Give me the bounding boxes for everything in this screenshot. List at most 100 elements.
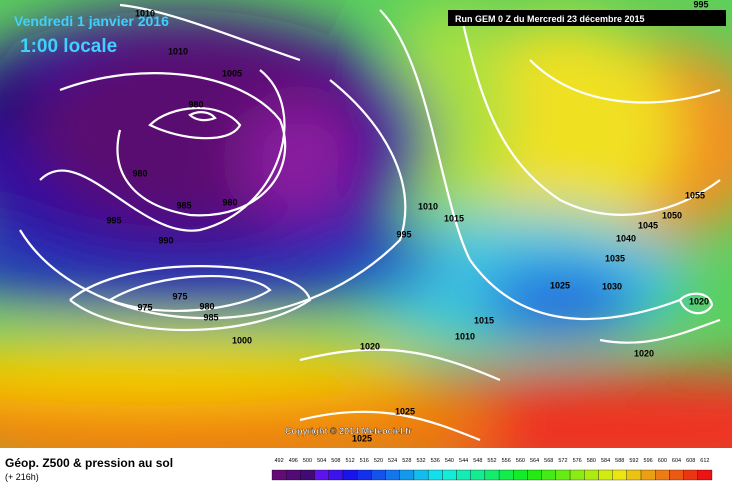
isobar-label: 1055 [685,190,705,200]
isobar-label: 995 [693,0,708,9]
scale-label: 560 [516,458,525,464]
scale-label: 548 [473,458,482,464]
scale-swatch [357,469,372,481]
scale-swatch [271,469,287,481]
scale-label: 508 [331,458,340,464]
copyright: Copyright © 2014 Meteociel.fr [285,426,412,436]
isobar-label: 1020 [634,348,654,358]
scale-swatch [484,469,500,481]
scale-label: 540 [445,458,454,464]
scale-label: 564 [530,458,539,464]
scale-label: 604 [672,458,681,464]
scale-swatch [541,469,557,481]
scale-swatch [598,469,613,481]
scale-swatch [584,469,599,481]
isobar-label: 995 [106,215,121,225]
date: Vendredi 1 janvier 2016 [14,13,169,29]
scale-label: 612 [700,458,709,464]
isobar-label: 995 [396,229,411,239]
isobar-label: 1035 [605,253,625,263]
scale-swatch [527,469,542,481]
scale-swatch [569,469,585,481]
isobar-label: 980 [188,99,203,109]
scale-label: 492 [275,458,284,464]
scale-label: 552 [487,458,496,464]
isobar-label: 985 [176,200,191,210]
scale-swatch [470,469,486,481]
scale-swatch [427,469,443,481]
isobar-label: 1025 [550,280,570,290]
isobar-label: 1015 [444,213,464,223]
scale-swatch [655,469,670,481]
scale-label: 524 [388,458,397,464]
isobar-label: 1040 [616,233,636,243]
run-box [448,10,726,26]
legend-lead: (+ 216h) [5,472,39,482]
scale-label: 556 [502,458,511,464]
isobar-label: 980 [199,301,214,311]
scale-label: 504 [317,458,326,464]
scale-swatch [640,469,656,481]
isobar-label: 1010 [135,8,155,18]
scale-swatch [697,469,713,481]
scale-swatch [555,469,571,481]
scale-swatch [626,469,642,481]
isobar-label: 1025 [352,433,372,443]
scale-swatch [342,469,358,481]
scale-swatch [385,469,400,481]
scale-label: 544 [459,458,468,464]
color-scale: 492 496 500 504 508 512 516 520 524 528 532 536 540 5… [271,458,713,481]
isobar-label: 1025 [395,406,415,416]
isobar-label: 980 [222,197,237,207]
scale-label: 516 [360,458,369,464]
scale-swatch [328,469,344,481]
isobar-label: 1005 [222,68,242,78]
scale-swatch [300,469,315,481]
scale-swatch [498,469,514,481]
isobar-label: 1010 [418,201,438,211]
scale-swatch [612,469,627,481]
scale-label: 592 [629,458,638,464]
scale-label: 536 [431,458,440,464]
scale-swatch [442,469,457,481]
scale-swatch [669,469,684,481]
scale-label: 520 [374,458,383,464]
scale-label: 568 [544,458,553,464]
isobar-label: 1045 [638,220,658,230]
isobar-label: 990 [158,235,173,245]
scale-swatch [456,469,471,481]
isobar-label: 980 [132,168,147,178]
scale-label: 532 [416,458,425,464]
isobar-label: 975 [172,291,187,301]
isobar-label: 1020 [689,296,709,306]
scale-swatch [683,469,698,481]
legend-title: Géop. Z500 & pression au sol [5,456,173,470]
isobar-label: 1020 [360,341,380,351]
scale-label: 584 [601,458,610,464]
isobar-label: 1000 [232,335,252,345]
scale-swatch [399,469,415,481]
scale-label: 496 [289,458,298,464]
scale-swatch [314,469,329,481]
scale-label: 596 [644,458,653,464]
scale-label: 528 [402,458,411,464]
run-info: Run GEM 0 Z du Mercredi 23 décembre 2015 [455,14,645,24]
time: 1:00 locale [20,36,117,57]
isobar-label: 985 [203,312,218,322]
scale-label: 572 [558,458,567,464]
scale-label: 588 [615,458,624,464]
scale-swatch [513,469,528,481]
scale-swatch [371,469,386,481]
isobar-label: 1050 [662,210,682,220]
isobar-label: 975 [137,302,152,312]
scale-label: 580 [587,458,596,464]
scale-label: 608 [686,458,695,464]
scale-label: 600 [658,458,667,464]
scale-swatch [286,469,301,481]
isobar-label: 1030 [602,281,622,291]
isobar-label: 1015 [474,315,494,325]
scale-label: 500 [303,458,312,464]
scale-label: 576 [573,458,582,464]
